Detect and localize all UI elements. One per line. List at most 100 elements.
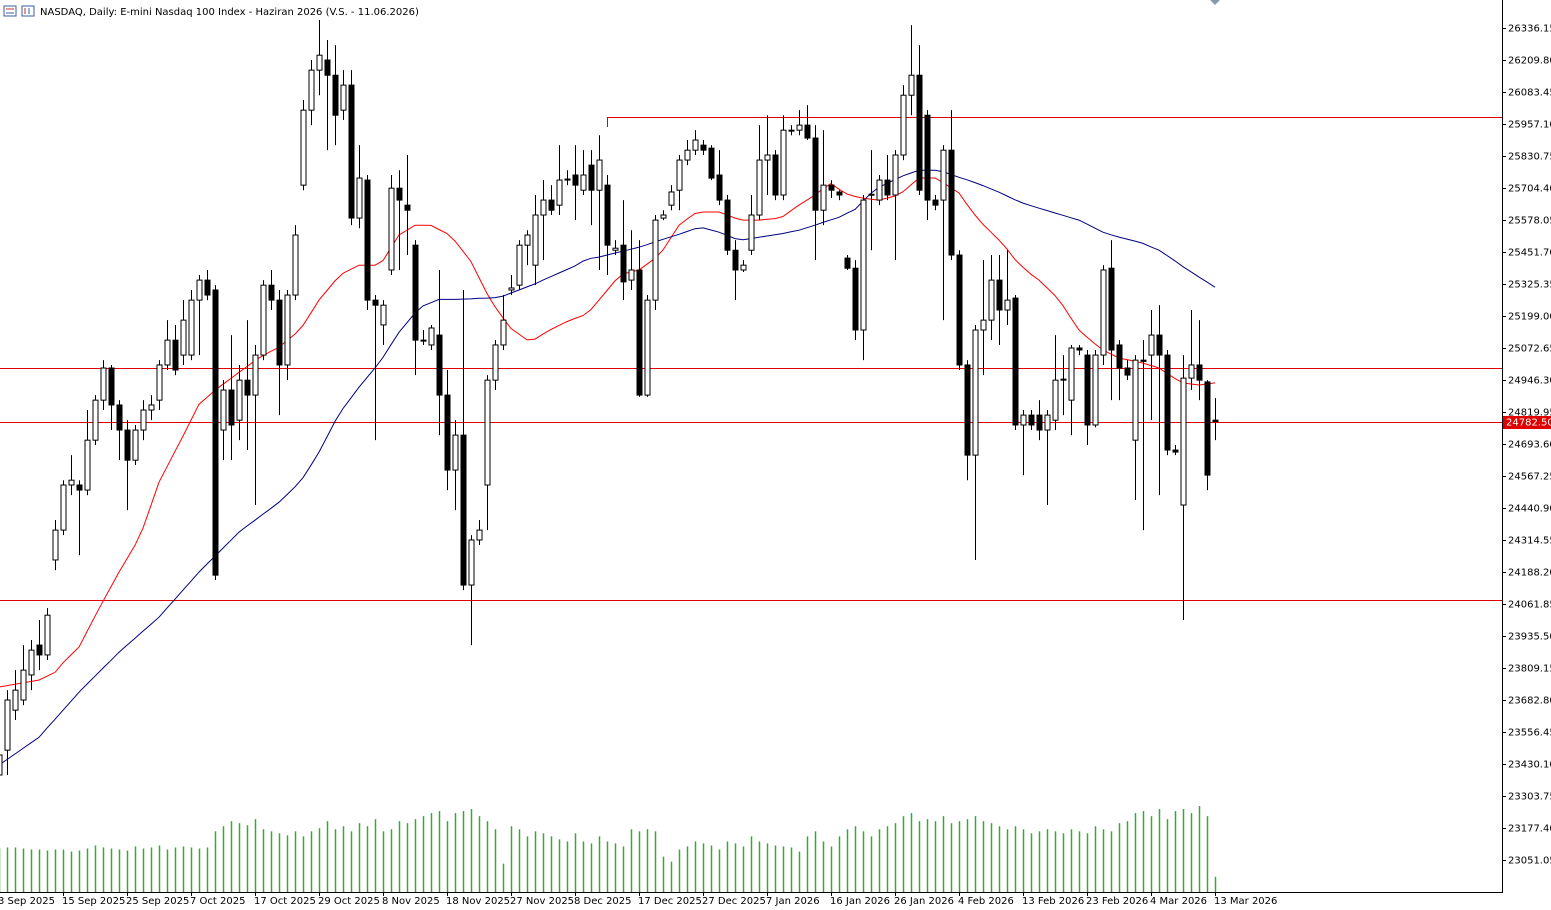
candle-body bbox=[540, 199, 547, 216]
candle-body bbox=[316, 54, 323, 71]
candle-body bbox=[924, 114, 931, 201]
candle-body bbox=[564, 178, 571, 181]
y-tick-label: 25451.70 bbox=[1508, 248, 1551, 259]
candle-body bbox=[684, 149, 691, 161]
x-tick-label: 8 Dec 2025 bbox=[574, 896, 632, 907]
x-tick-label: 18 Nov 2025 bbox=[446, 896, 510, 907]
candle-body bbox=[252, 354, 259, 396]
candle-body bbox=[588, 164, 595, 191]
chart-title: NASDAQ, Daily: E-mini Nasdaq 100 Index -… bbox=[40, 7, 419, 18]
candle-body bbox=[516, 244, 523, 286]
shift-marker bbox=[1210, 0, 1220, 5]
candle-body bbox=[908, 74, 915, 96]
candle-body bbox=[220, 389, 227, 431]
candle-body bbox=[132, 429, 139, 461]
x-tick-label: 13 Mar 2026 bbox=[1214, 896, 1277, 907]
y-tick-label: 25199.00 bbox=[1508, 312, 1551, 323]
candle-body bbox=[620, 244, 627, 283]
candle-body bbox=[148, 404, 155, 411]
candle-body bbox=[68, 479, 75, 486]
candle-body bbox=[748, 214, 755, 251]
candle-body bbox=[444, 394, 451, 471]
candle-body bbox=[484, 379, 491, 486]
moving-average bbox=[0, 177, 1216, 688]
candle-body bbox=[76, 484, 83, 491]
candle-body bbox=[932, 199, 939, 206]
x-tick-label: 15 Sep 2025 bbox=[62, 896, 125, 907]
candle-body bbox=[828, 184, 835, 191]
x-tick-label: 3 Sep 2025 bbox=[0, 896, 55, 907]
candle-body bbox=[724, 199, 731, 251]
candle-body bbox=[604, 184, 611, 246]
y-tick-label: 26083.45 bbox=[1508, 88, 1551, 99]
candle-body bbox=[364, 179, 371, 301]
candle-body bbox=[1204, 381, 1211, 476]
symbol-icons bbox=[3, 5, 35, 17]
candle-body bbox=[500, 319, 507, 346]
candle-body bbox=[1084, 354, 1091, 426]
candle-body bbox=[196, 279, 203, 301]
candle-body bbox=[548, 199, 555, 211]
candle-body bbox=[1044, 414, 1051, 431]
candle-body bbox=[612, 247, 619, 251]
candle-body bbox=[812, 137, 819, 211]
candle-body bbox=[868, 193, 875, 196]
candle-body bbox=[380, 304, 387, 326]
candle-body bbox=[244, 379, 251, 396]
candle-body bbox=[476, 529, 483, 541]
candle-body bbox=[580, 174, 587, 191]
candle-body bbox=[884, 179, 891, 196]
candle-body bbox=[28, 649, 35, 676]
y-tick-label: 24693.60 bbox=[1508, 440, 1551, 451]
candle-body bbox=[1036, 414, 1043, 431]
candle-body bbox=[708, 147, 715, 179]
candle-body bbox=[876, 179, 883, 201]
candle-body bbox=[780, 129, 787, 196]
candle-body bbox=[1108, 267, 1115, 351]
candle-body bbox=[804, 124, 811, 139]
y-tick-label: 23809.15 bbox=[1508, 664, 1551, 675]
y-tick-label: 26209.80 bbox=[1508, 56, 1551, 67]
x-tick-label: 27 Nov 2025 bbox=[510, 896, 574, 907]
candle-body bbox=[140, 409, 147, 431]
candle-body bbox=[284, 294, 291, 366]
candle-body bbox=[916, 74, 923, 191]
candle-body bbox=[1028, 414, 1035, 426]
candle-body bbox=[572, 174, 579, 186]
y-tick-label: 23051.05 bbox=[1508, 856, 1551, 867]
candle-body bbox=[900, 94, 907, 156]
candle-body bbox=[1188, 364, 1195, 379]
candle-body bbox=[1092, 354, 1099, 426]
candle-body bbox=[124, 429, 131, 461]
candle-body bbox=[100, 367, 107, 401]
x-tick-label: 27 Dec 2025 bbox=[702, 896, 766, 907]
y-tick-label: 23935.50 bbox=[1508, 632, 1551, 643]
candle-body bbox=[308, 69, 315, 111]
candle-body bbox=[972, 329, 979, 456]
candle-body bbox=[372, 299, 379, 306]
price-tag-label: 24782.50 bbox=[1506, 418, 1551, 429]
candle-body bbox=[236, 379, 243, 421]
candle-body bbox=[652, 219, 659, 301]
y-tick-label: 25325.35 bbox=[1508, 280, 1551, 291]
candle-body bbox=[332, 74, 339, 116]
candle-body bbox=[764, 154, 771, 161]
candle-body bbox=[628, 269, 635, 281]
candle-body bbox=[1212, 419, 1219, 423]
candle-body bbox=[1132, 359, 1139, 441]
icon bbox=[3, 5, 17, 17]
candle-body bbox=[716, 174, 723, 201]
candle-body bbox=[164, 339, 171, 366]
candle-body bbox=[796, 124, 803, 131]
x-tick-label: 26 Jan 2026 bbox=[894, 896, 954, 907]
x-tick-label: 13 Feb 2026 bbox=[1022, 896, 1084, 907]
candle-body bbox=[700, 144, 707, 151]
candle-body bbox=[532, 214, 539, 266]
y-tick-label: 23682.80 bbox=[1508, 696, 1551, 707]
candle-body bbox=[852, 267, 859, 331]
candle-body bbox=[324, 59, 331, 76]
candle-body bbox=[1020, 414, 1027, 426]
candle-body bbox=[644, 299, 651, 396]
candle-body bbox=[228, 389, 235, 426]
candle-body bbox=[36, 644, 43, 656]
